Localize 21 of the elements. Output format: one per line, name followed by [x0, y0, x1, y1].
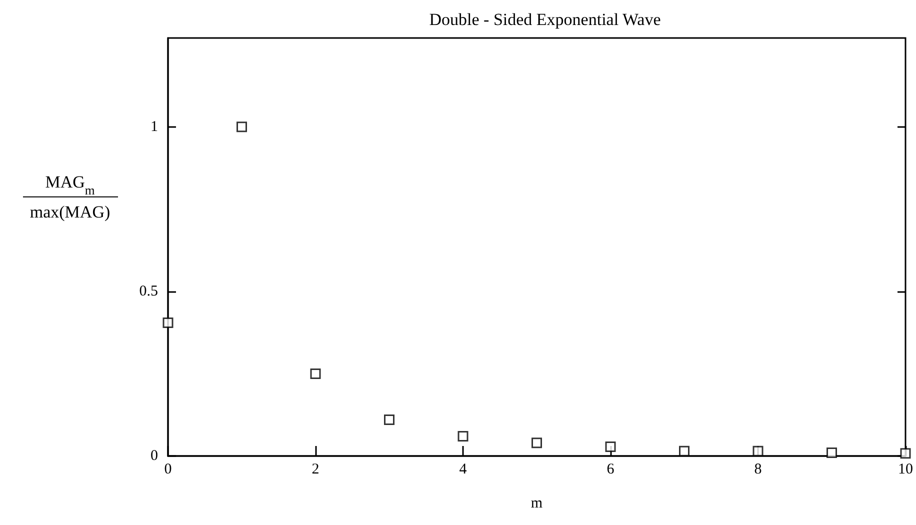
point	[458, 431, 468, 442]
point	[310, 368, 321, 379]
chart-title: Double - Sided Exponential Wave	[429, 10, 661, 29]
point	[752, 446, 764, 456]
point	[236, 122, 247, 132]
x-tick-label: 6	[606, 462, 615, 478]
point	[605, 442, 616, 452]
point	[826, 447, 837, 458]
x-tick-label: 2	[312, 462, 320, 478]
x-tick-label: 10	[898, 462, 913, 478]
x-axis-title: m	[530, 496, 543, 512]
x-tick-label: 8	[754, 462, 762, 478]
point	[679, 446, 690, 456]
y-tick-label: 0	[150, 448, 158, 464]
y-tick-label: 0.5	[139, 283, 158, 300]
x-tick-label: 0	[164, 462, 172, 478]
y-tick-label: 1	[150, 118, 158, 135]
point	[162, 317, 174, 328]
x-tick-label: 4	[459, 462, 468, 478]
point	[384, 414, 394, 426]
point	[532, 438, 542, 448]
